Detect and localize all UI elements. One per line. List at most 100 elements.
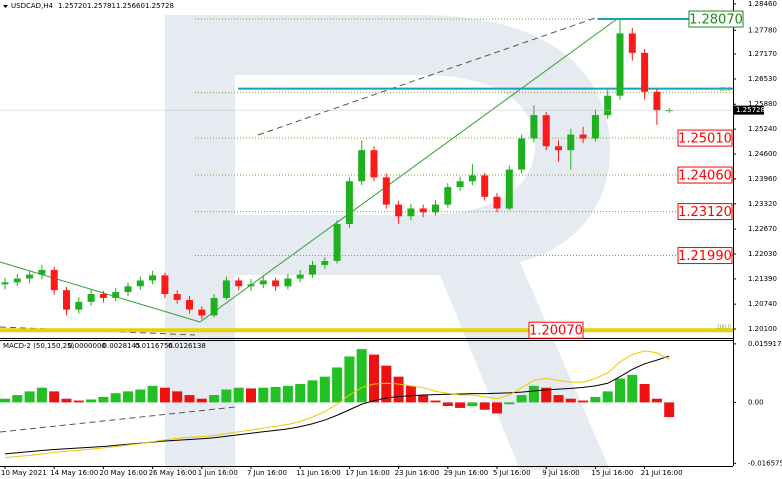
candle-body: [210, 297, 218, 316]
candle-body: [136, 280, 144, 287]
macd-bar: [147, 385, 158, 403]
candle-body: [616, 33, 624, 96]
macd-bar: [553, 395, 564, 403]
candle-body: [505, 169, 513, 209]
macd-value: 0.0000000: [68, 342, 106, 350]
macd-bar: [467, 402, 478, 407]
macd-bar: [651, 398, 662, 403]
candle-body: [296, 274, 304, 279]
candle-body: [38, 269, 46, 275]
candle-body: [407, 208, 415, 217]
macd-line: [4, 355, 670, 455]
macd-bar: [73, 400, 84, 403]
macd-bar: [0, 398, 10, 403]
y-tick-label: 1.25240: [748, 125, 777, 133]
macd-bar: [270, 386, 281, 403]
current-price-box: [734, 105, 764, 115]
price-box: [528, 321, 584, 339]
candle-body: [370, 150, 378, 178]
y-tick-label: 0.0159172: [748, 340, 782, 348]
x-tick-label: 5 Jul 16:00: [493, 469, 531, 477]
macd-bar: [61, 398, 72, 403]
macd-bar: [565, 398, 576, 403]
macd-bar: [615, 378, 625, 403]
macd-bar: [602, 391, 613, 403]
macd-bar: [381, 365, 392, 403]
candle-body: [456, 181, 464, 188]
macd-bar: [430, 400, 441, 403]
macd-bar: [221, 389, 232, 403]
candle-body: [321, 260, 329, 265]
candle-body: [419, 208, 427, 213]
ohlc-high: 1.25781: [87, 2, 116, 10]
macd-bar: [246, 388, 256, 403]
x-tick-label: 29 Jun 16:00: [444, 469, 488, 477]
x-tick-label: 14 May 16:00: [50, 469, 98, 477]
x-tick-label: 10 May 2021: [1, 469, 47, 477]
macd-bar: [307, 380, 318, 403]
candle-body: [481, 175, 489, 197]
candle-body: [1, 282, 9, 285]
price-box-label: 1.23120: [678, 205, 732, 220]
macd-bar: [356, 349, 367, 403]
y-tick-label: -0.016575: [748, 459, 782, 467]
candle-body: [222, 280, 230, 298]
ohlc-close: 1.25728: [145, 2, 174, 10]
y-tick-label: 1.28460: [748, 0, 777, 8]
macd-bar: [664, 402, 675, 418]
macd-bar: [135, 389, 146, 403]
price-box: [677, 129, 733, 147]
candle-body: [63, 290, 70, 310]
candle-body: [284, 278, 292, 287]
candle-body: [87, 294, 95, 302]
candle-body: [235, 280, 243, 287]
macd-bar: [110, 393, 121, 403]
candle-body: [395, 204, 403, 217]
candle-body: [186, 299, 193, 310]
macd-bar: [24, 391, 35, 403]
macd-bar: [12, 395, 23, 403]
x-tick-label: 20 May 16:00: [99, 469, 147, 477]
y-tick-label: 1.24600: [748, 150, 777, 158]
candle-body: [247, 284, 255, 287]
macd-bar: [196, 398, 207, 403]
candle-body: [112, 292, 120, 298]
current-price-label: 1.25728: [736, 106, 765, 114]
macd-bar: [123, 391, 133, 403]
candle-body: [518, 138, 526, 170]
candle-body: [99, 294, 107, 298]
x-tick-label: 21 Jul 16:00: [641, 469, 683, 477]
y-tick-label: 1.22670: [748, 225, 777, 233]
candle-body: [13, 278, 21, 283]
x-tick-label: 1 Jun 16:00: [198, 469, 238, 477]
symbol-arrow: [3, 5, 8, 8]
macd-line: [4, 350, 670, 459]
candle-body: [432, 204, 439, 213]
macd-bar: [184, 395, 195, 403]
candle-body: [345, 181, 353, 225]
y-tick-label: 1.26530: [748, 75, 777, 83]
y-tick-label: 0.00: [748, 398, 764, 406]
candle-body: [333, 224, 341, 261]
candle-body: [555, 146, 562, 151]
ohlc-open: 1.25720: [58, 2, 87, 10]
x-tick-label: 9 Jul 16:00: [542, 469, 580, 477]
price-box-label: 1.24060: [678, 169, 732, 184]
candle-body: [149, 275, 157, 281]
y-tick-label: 1.23320: [748, 200, 777, 208]
price-box: [677, 247, 733, 265]
candle-body: [309, 264, 316, 275]
macd-bar: [319, 376, 330, 403]
macd-bar: [159, 387, 170, 403]
macd-bar: [528, 385, 539, 403]
candle-body: [161, 275, 169, 295]
macd-bar: [258, 387, 269, 403]
candle-body: [604, 95, 612, 116]
price-box-label: 1.25010: [678, 132, 732, 147]
macd-bar: [344, 356, 355, 403]
candle-body: [628, 33, 636, 53]
macd-bar: [49, 391, 60, 403]
price-box: [677, 203, 733, 221]
